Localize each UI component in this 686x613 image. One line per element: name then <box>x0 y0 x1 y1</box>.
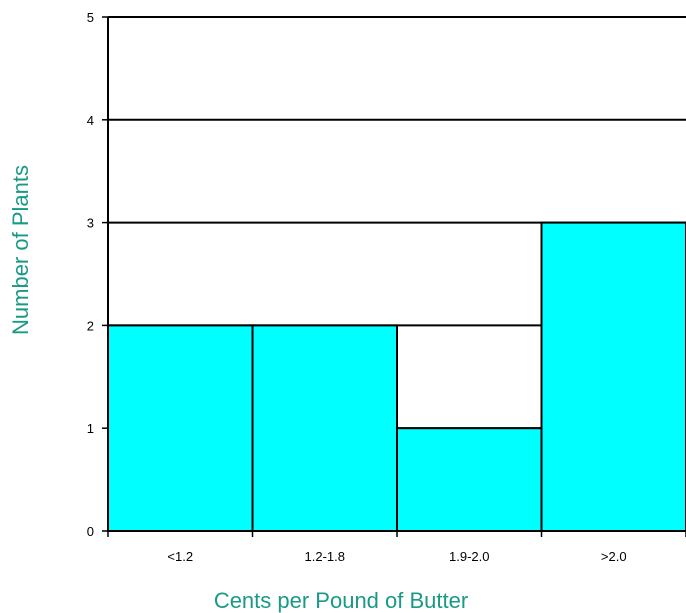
y-axis-title: Number of Plants <box>8 165 33 335</box>
y-tick-label: 4 <box>87 113 94 128</box>
y-tick-label: 0 <box>87 524 94 539</box>
x-tick-label: >2.0 <box>601 549 627 564</box>
x-tick-label: 1.9-2.0 <box>449 549 489 564</box>
bar-4 <box>540 221 686 532</box>
x-axis-title: Cents per Pound of Butter <box>214 588 468 613</box>
y-tick-label: 3 <box>87 216 94 231</box>
bar-2 <box>251 324 398 532</box>
y-tick-label: 5 <box>87 10 94 25</box>
y-tick-label: 2 <box>87 318 94 333</box>
y-axis: 0 1 2 3 4 5 <box>87 10 109 539</box>
bars <box>107 221 686 533</box>
x-tick-label: 1.2-1.8 <box>305 549 345 564</box>
bar-3 <box>396 427 543 533</box>
x-tick-label: <1.2 <box>167 549 193 564</box>
bar-1 <box>107 324 254 532</box>
x-axis: <1.2 1.2-1.8 1.9-2.0 >2.0 <box>107 530 686 564</box>
y-tick-label: 1 <box>87 421 94 436</box>
